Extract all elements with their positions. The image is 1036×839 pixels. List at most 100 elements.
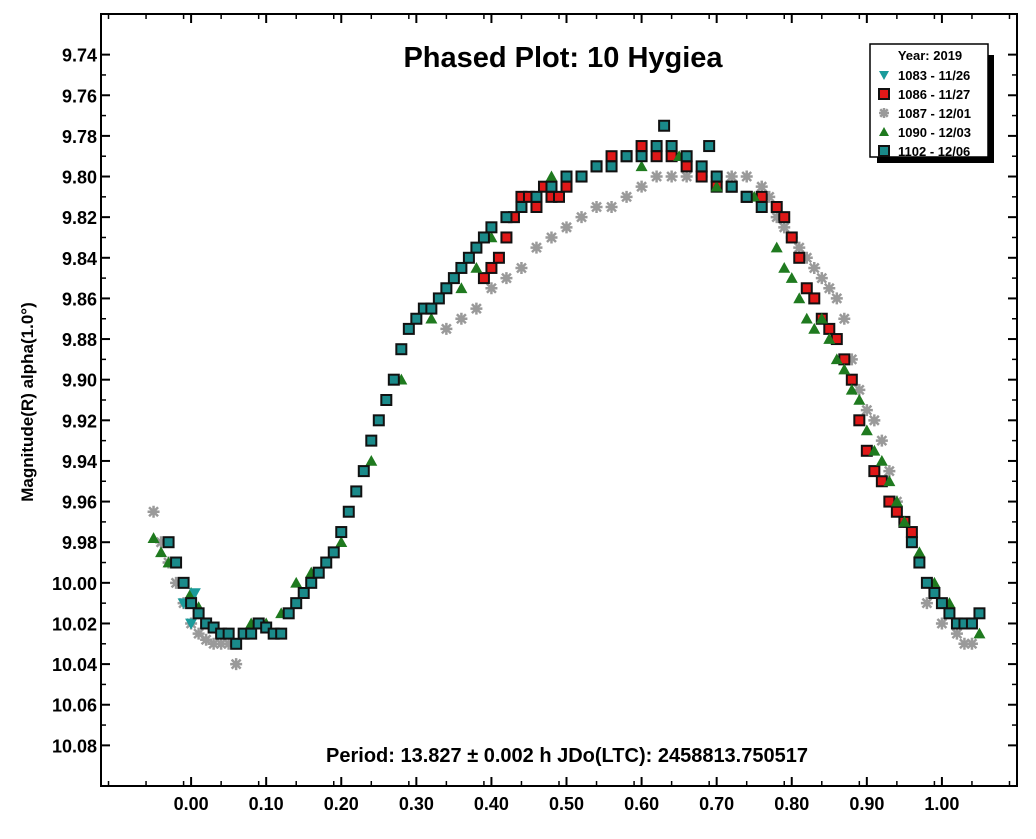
x-tick-label: 0.20 <box>324 794 359 814</box>
data-point <box>755 180 768 193</box>
data-point <box>470 261 483 273</box>
data-point <box>703 140 716 153</box>
axes-group: 9.74 9.76 9.78 9.80 9.82 9.84 9.86 9.88 9.90 9.92… <box>52 13 1018 814</box>
data-point <box>853 414 866 427</box>
data-point <box>365 454 378 466</box>
data-point <box>680 160 693 173</box>
x-tick-label: 0.60 <box>624 794 659 814</box>
data-point <box>830 353 843 365</box>
data-point <box>275 627 288 640</box>
data-point <box>410 312 423 325</box>
y-tick-label: 10.00 <box>52 574 97 594</box>
data-point <box>545 180 558 193</box>
legend-item: 1083 - 11/26 <box>879 68 970 83</box>
data-point <box>485 282 498 295</box>
legend-item: 1086 - 11/27 <box>878 87 970 102</box>
data-point <box>192 627 205 640</box>
data-point <box>500 211 513 224</box>
data-point <box>335 536 348 548</box>
legend-label: 1086 - 11/27 <box>898 87 970 102</box>
data-point <box>297 587 310 599</box>
y-tick-label: 10.08 <box>52 736 97 756</box>
data-point <box>785 231 798 244</box>
chart-title: Phased Plot: 10 Hygiea <box>403 42 723 74</box>
legend-item: 1090 - 12/03 <box>879 125 971 140</box>
data-point <box>470 241 483 254</box>
data-point <box>973 607 986 620</box>
data-point <box>162 536 175 549</box>
y-tick-label: 9.92 <box>62 411 97 431</box>
data-point <box>380 394 393 406</box>
y-tick-label: 9.76 <box>62 86 97 106</box>
data-point <box>800 282 813 295</box>
data-point <box>973 627 986 639</box>
data-point <box>477 231 490 244</box>
data-point <box>530 190 543 203</box>
data-point <box>282 607 295 620</box>
y-tick-label: 10.06 <box>52 696 97 716</box>
data-point <box>590 160 603 173</box>
x-tick-label: 0.70 <box>699 794 734 814</box>
data-point <box>823 322 836 335</box>
data-point <box>650 140 663 153</box>
data-point <box>545 231 558 244</box>
legend-box <box>869 43 989 158</box>
y-axis-label: Magnitude(R) alpha(1.0°) <box>18 302 37 501</box>
data-point <box>530 241 543 254</box>
y-tick-label: 9.78 <box>62 127 97 147</box>
data-point <box>515 261 528 274</box>
data-point <box>575 211 588 224</box>
data-point <box>665 140 678 153</box>
data-point <box>485 221 498 234</box>
data-point <box>530 201 543 213</box>
data-point <box>928 587 941 599</box>
data-point <box>838 363 851 375</box>
data-point <box>845 353 858 366</box>
data-point <box>335 526 348 539</box>
legend-item: 1087 - 12/01 <box>879 106 971 121</box>
data-point <box>710 170 723 183</box>
data-point <box>898 515 911 527</box>
data-point <box>658 119 671 132</box>
data-point <box>477 272 490 285</box>
y-tick-label: 9.80 <box>62 168 97 188</box>
data-point <box>875 454 888 466</box>
y-tick-label: 10.02 <box>52 614 97 634</box>
data-point <box>763 190 776 203</box>
data-point <box>958 637 971 650</box>
data-point <box>620 150 633 163</box>
data-point <box>462 251 475 264</box>
series-1102 <box>162 119 986 650</box>
data-point <box>650 150 663 163</box>
data-point <box>740 170 753 183</box>
y-tick-label: 9.90 <box>62 371 97 391</box>
data-point <box>800 312 813 324</box>
data-point <box>853 394 866 405</box>
data-point <box>740 190 753 203</box>
data-point <box>890 495 903 507</box>
legend-item: 1102 - 12/06 <box>878 144 970 159</box>
data-point <box>260 621 273 634</box>
data-point <box>425 302 438 315</box>
data-point <box>883 465 896 478</box>
data-point <box>830 292 843 305</box>
data-point <box>950 627 963 640</box>
data-point <box>665 170 678 183</box>
data-point <box>920 597 933 610</box>
data-point <box>432 292 445 305</box>
data-point <box>155 546 168 558</box>
data-point <box>372 414 385 427</box>
legend-marker <box>879 71 889 80</box>
data-point <box>680 150 693 163</box>
data-point <box>635 150 648 163</box>
data-point <box>860 404 873 417</box>
data-point <box>778 211 791 224</box>
data-point <box>402 322 415 335</box>
data-point <box>230 637 243 650</box>
x-tick-label: 0.30 <box>399 794 434 814</box>
data-point <box>440 282 453 295</box>
data-point <box>155 536 168 549</box>
legend-marker <box>879 127 889 136</box>
x-tick-label: 0.90 <box>849 794 884 814</box>
